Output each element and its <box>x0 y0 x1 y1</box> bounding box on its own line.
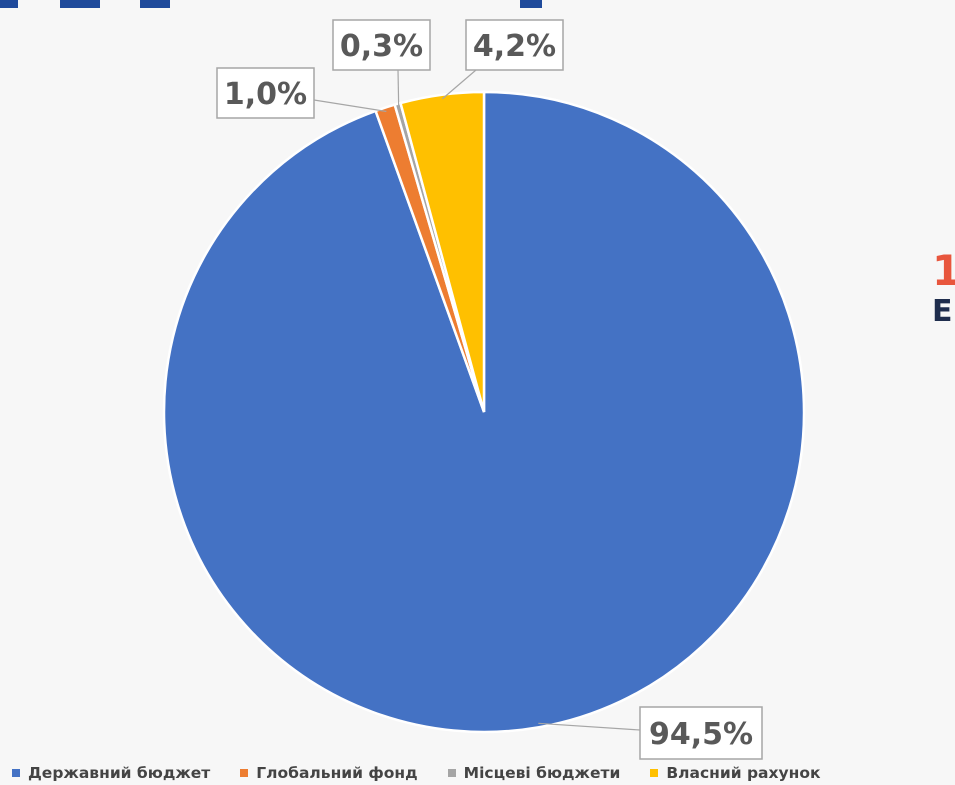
legend-item-3: Місцеві бюджети <box>447 763 621 782</box>
data-label-4: 4,2% <box>473 29 556 64</box>
pie-slice-4 <box>398 90 486 413</box>
legend-label: Державний бюджет <box>28 763 211 782</box>
data-label-box-3 <box>332 19 431 71</box>
title-glyph-fragment <box>0 0 18 8</box>
title-glyph-fragment <box>60 0 100 8</box>
legend-label: Місцеві бюджети <box>463 763 621 782</box>
top-title-fragment <box>0 0 955 8</box>
data-label-box-2 <box>216 67 315 119</box>
data-label-1: 94,5% <box>649 717 753 752</box>
leader-line-2 <box>313 99 387 113</box>
chart-legend: Державний бюджет Глобальний фонд Місцеві б… <box>0 760 955 785</box>
legend-item-2: Глобальний фонд <box>240 763 418 782</box>
legend-label: Глобальний фонд <box>256 763 418 782</box>
data-label-box-1 <box>639 706 763 760</box>
legend-item-4: Власний рахунок <box>650 763 821 782</box>
legend-swatch <box>447 768 456 777</box>
legend-label: Власний рахунок <box>666 763 821 782</box>
side-heading-line2: E <box>932 294 953 329</box>
data-label-box-4 <box>465 19 564 71</box>
leader-line-3 <box>397 69 400 108</box>
title-glyph-fragment <box>520 0 542 8</box>
legend-swatch <box>650 768 659 777</box>
leader-line-1 <box>538 722 641 731</box>
data-label-3: 0,3% <box>340 29 423 64</box>
side-heading-line1: 1 <box>932 248 955 295</box>
legend-swatch <box>240 768 249 777</box>
legend-item-1: Державний бюджет <box>12 764 210 782</box>
title-glyph-fragment <box>140 0 170 8</box>
leader-line-4 <box>442 69 477 100</box>
side-heading: 1 E <box>932 248 955 330</box>
legend-swatch <box>12 768 20 777</box>
data-label-2: 1,0% <box>224 77 307 112</box>
